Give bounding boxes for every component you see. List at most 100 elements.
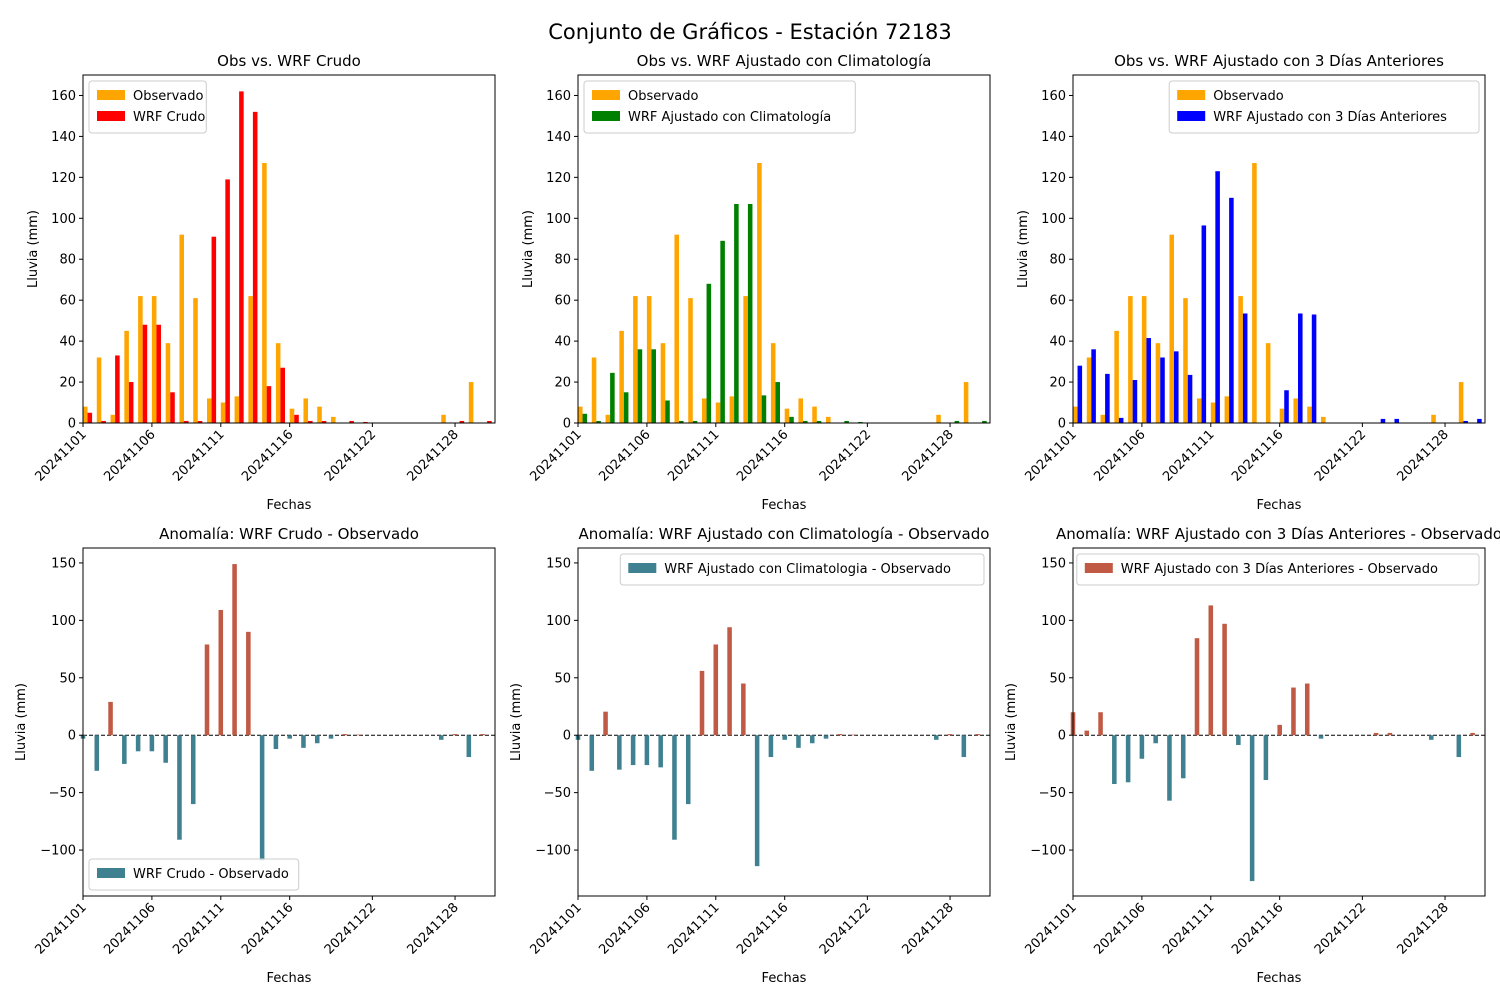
panel-3-bar-wrf-20241110 <box>1201 225 1207 423</box>
panel-3-xlabel: Fechas <box>1257 498 1302 513</box>
panel-2-ytick-label: 100 <box>546 212 571 227</box>
panel-1-bar-wrf-20241121 <box>363 421 368 423</box>
panel-2-ytick-label: 60 <box>554 294 571 309</box>
panel-3-bar-obs-20241127 <box>1431 414 1436 423</box>
panel-2-bar-wrf-20241117 <box>803 420 808 423</box>
panel-2-bar-wrf-20241115 <box>775 382 781 423</box>
panel-5-bar-20241117 <box>796 735 801 748</box>
panel-5-legend-label: WRF Ajustado con Climatologia - Observad… <box>664 562 951 577</box>
panel-1-bar-wrf-20241116 <box>294 414 299 423</box>
panel-5-bar-20241130 <box>975 734 980 736</box>
panel-3-axes-frame <box>1072 74 1486 424</box>
panel-5-bar-20241109 <box>685 735 691 805</box>
panel-5-xtick-label: 20241122 <box>817 900 874 957</box>
panel-6-legend-swatch <box>1084 563 1113 573</box>
panel-1-bar-wrf-20241120 <box>349 420 354 423</box>
panel-2-bar-wrf-20241116 <box>789 416 794 423</box>
panel-2-bar-wrf-20241118 <box>816 420 822 423</box>
panel-1-bar-obs-20241112 <box>234 396 240 423</box>
panel-2-bar-obs-20241117 <box>798 398 804 423</box>
panel-2-bar-obs-20241111 <box>715 402 721 423</box>
panel-3-bar-wrf-20241106 <box>1146 338 1151 423</box>
panel-1-xtick-label: 20241122 <box>322 427 379 484</box>
panel-4-bar-20241127 <box>438 735 444 740</box>
panel-1-xtick-label: 20241106 <box>101 427 158 484</box>
panel-3-xtick-label: 20241116 <box>1229 427 1286 484</box>
panel-5-xtick-label: 20241128 <box>899 900 956 957</box>
panel-6-ytick-label: 50 <box>1049 671 1066 686</box>
panel-3-bar-obs-20241107 <box>1155 343 1161 423</box>
panel-3-ytick-label: 100 <box>1041 212 1066 227</box>
panel-3-bar-obs-20241114 <box>1252 163 1257 423</box>
panel-4-bar-20241121 <box>356 734 361 736</box>
panel-3-bar-obs-20241111 <box>1210 402 1216 423</box>
panel-1-legend-label: WRF Crudo <box>133 110 205 125</box>
panel-1-ytick-label: 40 <box>59 335 76 350</box>
panel-1-bar-obs-20241118 <box>317 406 322 423</box>
panel-1-ytick-label: 160 <box>51 89 76 104</box>
panel-2-bar-wrf-20241109 <box>692 420 698 423</box>
panel-6-bar-20241107 <box>1153 735 1158 744</box>
panel-4-xtick-label: 20241116 <box>239 900 296 957</box>
panel-1-bar-wrf-20241101 <box>87 412 93 423</box>
panel-6-bar-20241105 <box>1125 735 1131 783</box>
panel-6-xtick-label: 20241116 <box>1229 900 1286 957</box>
panel-6-bar-20241112 <box>1222 623 1227 736</box>
panel-5-axes-frame <box>577 547 991 897</box>
panel-2-xtick-label: 20241101 <box>527 427 584 484</box>
panel-1-bar-obs-20241109 <box>193 298 198 423</box>
panel-1-bar-wrf-20241109 <box>197 420 203 423</box>
panel-1-bar-obs-20241102 <box>96 357 102 423</box>
panel-2-bar-wrf-20241101 <box>582 413 588 423</box>
panel-6-xtick-label: 20241128 <box>1394 900 1451 957</box>
panel-2-legend-swatch <box>592 111 620 121</box>
panel-4-bar-20241119 <box>328 735 334 739</box>
panel-3-bar-wrf-20241123 <box>1380 418 1386 423</box>
panel-3-ytick-label: 80 <box>1049 253 1066 268</box>
panel-2-legend-label: WRF Ajustado con Climatología <box>628 110 831 125</box>
panel-2-legend-box <box>583 80 856 134</box>
panel-6-xlabel: Fechas <box>1257 971 1302 986</box>
panel-1-bar-obs-20241101 <box>83 406 88 423</box>
panel-3-ytick-label: 60 <box>1049 294 1066 309</box>
panel-2-bar-obs-20241118 <box>812 406 817 423</box>
panel-6-xtick-label: 20241106 <box>1091 900 1148 957</box>
panel-4-ytick-label: −100 <box>40 844 76 859</box>
panel-4-legend-label: WRF Crudo - Observado <box>133 867 289 882</box>
panel-1-bar-obs-20241113 <box>248 296 253 423</box>
panel-3-bar-obs-20241110 <box>1197 398 1202 423</box>
panel-2-bar-obs-20241127 <box>936 414 941 423</box>
panel-3-bar-wrf-20241101 <box>1077 365 1083 423</box>
panel-2-bar-obs-20241107 <box>660 343 666 423</box>
panel-1-ytick-label: 0 <box>68 417 76 432</box>
panel-2-bar-obs-20241105 <box>633 296 638 423</box>
panel-4-ylabel: Lluvia (mm) <box>14 683 29 761</box>
panel-1-bar-wrf-20241115 <box>280 367 286 423</box>
panel-5-bar-20241113 <box>741 683 746 736</box>
panel-1-bar-wrf-20241117 <box>308 420 313 423</box>
panel-6-bar-20241114 <box>1249 735 1255 882</box>
panel-4-ytick-label: 100 <box>51 614 76 629</box>
panel-6-bar-20241104 <box>1112 735 1117 785</box>
panel-3-bar-obs-20241104 <box>1114 330 1119 423</box>
panel-5-ytick-label: 150 <box>546 556 571 571</box>
panel-2-ytick-label: 120 <box>546 171 571 186</box>
panel-1-bar-wrf-20241112 <box>239 91 244 424</box>
panel-2-bar-obs-20241104 <box>619 330 624 423</box>
panel-3-bar-wrf-20241103 <box>1105 373 1110 423</box>
panel-2-bar-wrf-20241105 <box>637 349 643 423</box>
panel-5-ylabel: Lluvia (mm) <box>509 683 524 761</box>
panel-6-xtick-label: 20241101 <box>1022 900 1079 957</box>
panel-5-bar-20241115 <box>768 735 774 758</box>
panel-2-xtick-label: 20241116 <box>734 427 791 484</box>
panel-1-bar-wrf-20241110 <box>211 236 217 423</box>
panel-3-bar-obs-20241101 <box>1073 406 1078 423</box>
panel-1-bar-obs-20241107 <box>165 343 171 423</box>
panel-6-ytick-label: −50 <box>1039 786 1066 801</box>
panel-1-bar-wrf-20241130 <box>487 420 492 423</box>
panel-4-bar-20241106 <box>149 735 155 752</box>
panel-3-bar-obs-20241106 <box>1141 296 1147 423</box>
panel-3-bar-wrf-20241111 <box>1215 171 1220 423</box>
panel-5-title: Anomalía: WRF Ajustado con Climatología … <box>579 525 990 543</box>
panel-4-xtick-label: 20241128 <box>404 900 461 957</box>
